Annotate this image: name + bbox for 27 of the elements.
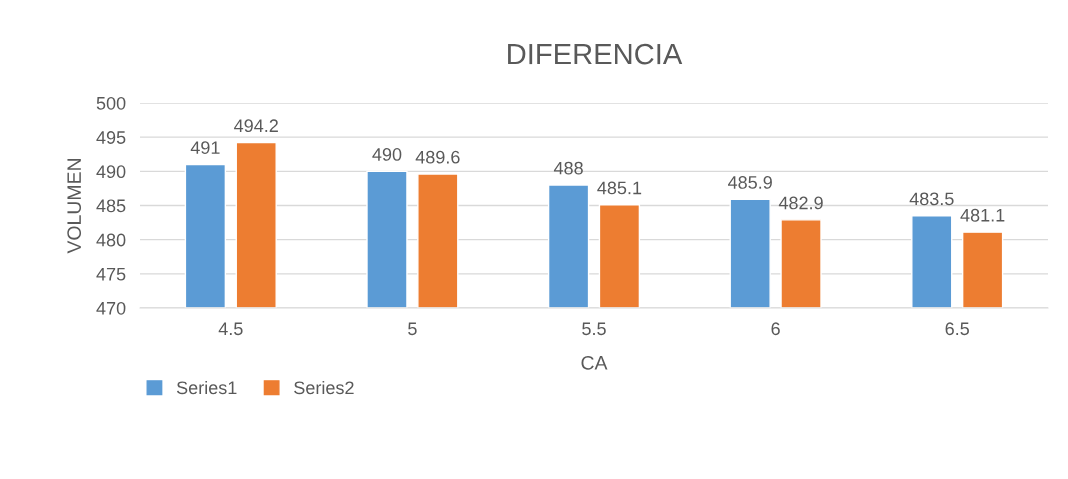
y-tick-label: 485 [96, 199, 126, 213]
y-tick-label: 495 [96, 131, 126, 144]
data-label: 483.5 [909, 192, 954, 206]
x-tick-label: 5.5 [582, 322, 606, 336]
y-tick-label: 470 [96, 301, 126, 315]
data-label: 485.1 [597, 181, 642, 195]
legend-label: Series1 [176, 380, 237, 395]
x-axis-title: CA [581, 355, 608, 370]
data-label: 489.6 [415, 150, 460, 164]
data-label: 491 [190, 141, 220, 154]
x-tick-label: 6.5 [945, 322, 969, 336]
data-label: 494.2 [234, 119, 278, 133]
legend-label: Series2 [294, 380, 354, 395]
x-tick-label: 5 [408, 322, 417, 336]
data-label: 490 [372, 148, 402, 161]
y-tick-label: 500 [96, 96, 126, 110]
y-axis-title: VOLUMEN [67, 159, 82, 254]
data-label: 482.9 [778, 196, 823, 210]
x-tick-label: 4.5 [218, 322, 243, 336]
y-tick-label: 475 [96, 267, 126, 281]
data-label: 488 [553, 161, 583, 175]
x-tick-label: 6 [771, 322, 780, 336]
y-tick-label: 480 [96, 233, 126, 247]
y-tick-label: 490 [96, 165, 126, 179]
chart-title: DIFERENCIA [508, 43, 683, 65]
data-label: 485.9 [728, 176, 772, 189]
data-label: 481.1 [960, 208, 1005, 222]
